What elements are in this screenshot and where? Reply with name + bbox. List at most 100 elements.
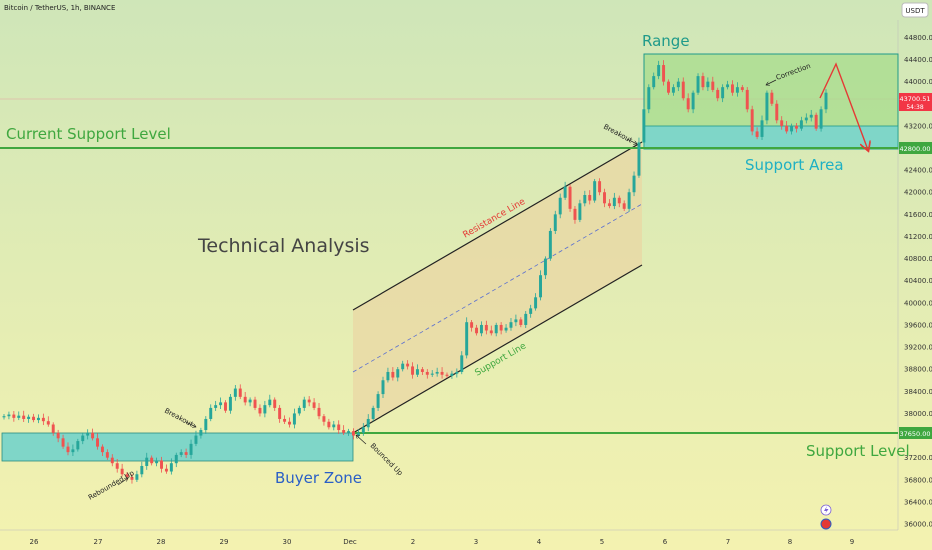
candle-161 (794, 123, 798, 133)
candle-body-21 (105, 452, 109, 458)
candle-40 (199, 427, 203, 439)
candle-58 (288, 417, 291, 428)
candle-body-105 (519, 319, 523, 325)
breakout-arrow-2 (626, 138, 637, 144)
candle-body-146 (721, 87, 725, 99)
support-line[interactable] (352, 264, 643, 434)
candle-body-34 (169, 463, 173, 472)
candle-7 (36, 414, 40, 424)
candle-body-8 (41, 417, 45, 422)
candle-body-26 (130, 477, 134, 480)
currency-button[interactable] (901, 2, 929, 18)
candle-body-124 (612, 197, 616, 207)
candle-body-40 (199, 430, 203, 436)
price-tick-5: 42000.00 (904, 189, 932, 197)
candle-78 (386, 367, 390, 383)
support-level-label: Support Level (806, 442, 910, 460)
candle-31 (155, 457, 159, 467)
candle-54 (268, 394, 272, 408)
candle-90 (445, 372, 449, 379)
candle-body-93 (460, 355, 464, 372)
time-tick-13: 9 (850, 538, 854, 546)
candle-44 (219, 397, 223, 410)
correction-arrow (766, 79, 777, 85)
candle-body-142 (701, 76, 705, 88)
candle-body-107 (529, 308, 533, 314)
candle-152 (750, 105, 754, 136)
candle-6 (32, 413, 36, 423)
candle-118 (583, 190, 587, 207)
candle-body-76 (376, 394, 380, 408)
resistance-line[interactable] (352, 141, 643, 311)
price-axis[interactable]: 44800.00 44400.00 44000.00 43200.00 42400.00… (904, 34, 932, 529)
candle-143 (706, 77, 710, 92)
candle-157 (775, 100, 779, 124)
candle-body-57 (283, 418, 287, 422)
candle-140 (691, 90, 695, 114)
candle-139 (686, 93, 690, 113)
candle-body-151 (745, 89, 749, 110)
price-tick-1: 44400.00 (904, 56, 932, 64)
candle-147 (726, 80, 730, 90)
candle-1 (7, 411, 11, 420)
candle-141 (696, 73, 700, 95)
candle-34 (169, 458, 173, 475)
candle-body-44 (219, 402, 223, 406)
candle-body-123 (607, 203, 611, 207)
candle-136 (671, 84, 675, 96)
candle-142 (701, 72, 705, 91)
candle-13 (66, 442, 70, 456)
candle-body-149 (735, 87, 739, 93)
candle-36 (179, 449, 183, 458)
candle-79 (391, 367, 395, 381)
candle-121 (598, 178, 602, 196)
candle-body-118 (583, 195, 587, 204)
candle-131 (647, 84, 651, 114)
candle-body-83 (411, 366, 415, 375)
candle-123 (607, 199, 611, 209)
candle-63 (312, 398, 316, 411)
candle-body-115 (568, 186, 572, 209)
range-label: Range (642, 32, 690, 50)
candle-9 (46, 416, 50, 427)
candle-body-46 (228, 396, 232, 411)
candle-body-104 (514, 319, 518, 323)
price-tick-2: 44000.00 (904, 78, 932, 86)
time-axis[interactable]: 26 27 28 29 30 Dec 2 3 4 5 6 7 8 9 (30, 538, 855, 546)
candle-body-31 (155, 460, 159, 464)
candle-2 (12, 411, 16, 422)
candle-10 (51, 422, 55, 436)
breakout-arrow-1 (185, 421, 196, 427)
candle-167 (824, 89, 828, 114)
candle-120 (593, 178, 597, 203)
candle-115 (568, 184, 572, 212)
candle-body-38 (189, 443, 193, 455)
candle-body-128 (632, 175, 636, 193)
support-level-badge (899, 427, 932, 439)
candle-51 (253, 396, 257, 411)
candle-137 (676, 78, 680, 92)
candle-body-154 (760, 120, 764, 137)
candle-126 (622, 200, 626, 212)
candle-5 (27, 414, 31, 423)
us-flag-event-icon[interactable] (820, 518, 832, 530)
candle-body-61 (302, 399, 306, 408)
candle-body-85 (420, 369, 424, 372)
candle-19 (96, 433, 99, 450)
candle-body-134 (662, 65, 666, 82)
candle-56 (278, 405, 282, 423)
price-tick-18: 36400.00 (904, 498, 932, 506)
currency-label: USDT (905, 7, 925, 15)
candle-49 (243, 391, 247, 406)
candle-71 (351, 428, 355, 440)
candle-27 (135, 470, 139, 483)
candle-125 (617, 195, 621, 208)
candle-80 (396, 366, 400, 382)
candle-body-49 (243, 396, 247, 403)
candle-body-109 (539, 275, 542, 298)
candle-3 (17, 411, 21, 421)
candle-body-64 (317, 407, 321, 417)
candle-11 (56, 429, 60, 443)
